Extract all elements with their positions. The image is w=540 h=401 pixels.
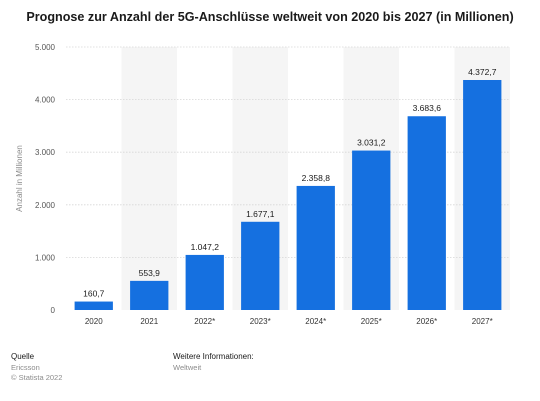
y-tick-label: 2.000 (35, 201, 56, 210)
y-tick-label: 0 (51, 306, 56, 315)
y-tick-label: 3.000 (35, 148, 56, 157)
x-tick-label-2024*: 2024* (305, 317, 326, 326)
chart-title: Prognose zur Anzahl der 5G-Anschlüsse we… (26, 10, 514, 24)
bar-2020 (74, 301, 113, 310)
band-2021 (121, 47, 177, 310)
y-tick-label: 1.000 (35, 253, 56, 262)
value-label-2024*: 2.358,8 (302, 173, 331, 183)
bars (74, 79, 502, 311)
info-text: Weltweit (173, 363, 202, 372)
x-tick-label-2025*: 2025* (361, 317, 382, 326)
bar-2022* (185, 254, 224, 310)
value-label-2023*: 1.677,1 (246, 209, 275, 219)
bar-2025* (352, 150, 391, 310)
y-tick-label: 5.000 (35, 43, 56, 52)
x-axis-tick-labels: 2020 2021 2022* 2023* 2024* 2025* 2026* 2027* (85, 317, 493, 326)
x-tick-label-2027*: 2027* (472, 317, 493, 326)
value-label-2022*: 1.047,2 (191, 242, 220, 252)
value-label-2025*: 3.031,2 (357, 138, 386, 148)
value-label-2026*: 3.683,6 (413, 103, 442, 113)
x-tick-label-2021: 2021 (140, 317, 158, 326)
copyright-text: © Statista 2022 (11, 373, 63, 382)
value-labels: 160,7 553,9 1.047,2 1.677,1 2.358,8 3.031,2 3.… (83, 67, 497, 299)
bar-2027* (463, 79, 502, 311)
bar-chart: 0 1.000 2.000 3.000 4.000 5.000 Anzahl in Mil… (15, 43, 510, 326)
y-axis-label: Anzahl in Millionen (15, 145, 24, 212)
value-label-2020: 160,7 (83, 289, 105, 299)
x-tick-label-2022*: 2022* (194, 317, 215, 326)
bar-2026* (407, 116, 446, 310)
y-axis-tick-labels: 0 1.000 2.000 3.000 4.000 5.000 (35, 43, 56, 315)
x-tick-label-2020: 2020 (85, 317, 103, 326)
bar-2024* (296, 185, 335, 310)
bar-2023* (241, 221, 280, 310)
info-label: Weitere Informationen: (173, 352, 254, 361)
value-label-2021: 553,9 (139, 268, 161, 278)
x-tick-label-2026*: 2026* (416, 317, 437, 326)
value-label-2027*: 4.372,7 (468, 67, 497, 77)
x-tick-label-2023*: 2023* (250, 317, 271, 326)
bar-2021 (130, 280, 169, 310)
source-label: Quelle (11, 352, 35, 361)
y-tick-label: 4.000 (35, 96, 56, 105)
source-text: Ericsson (11, 363, 40, 372)
